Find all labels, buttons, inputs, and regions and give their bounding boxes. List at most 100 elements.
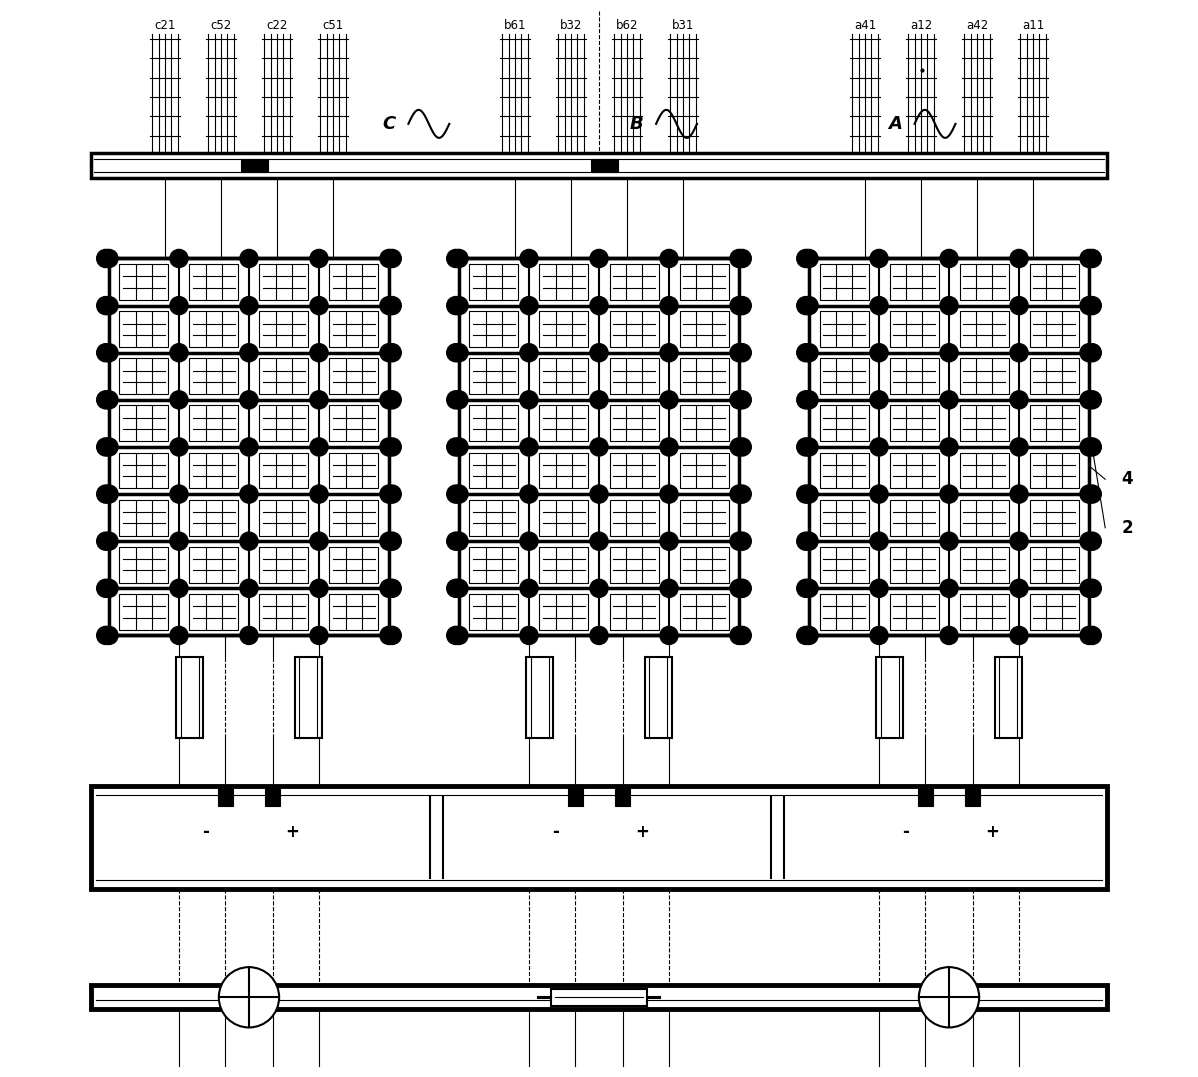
Bar <box>329 406 379 442</box>
Bar <box>176 657 204 738</box>
Bar <box>470 359 519 394</box>
Bar <box>120 595 169 630</box>
Circle shape <box>99 485 119 503</box>
Bar <box>189 359 238 394</box>
Bar <box>679 406 728 442</box>
Circle shape <box>170 579 188 598</box>
Circle shape <box>99 344 119 362</box>
Bar <box>1029 547 1078 583</box>
Circle shape <box>1083 391 1101 409</box>
Circle shape <box>1079 391 1099 409</box>
Text: B: B <box>630 115 643 132</box>
Circle shape <box>240 250 258 267</box>
Bar <box>459 258 739 635</box>
Bar <box>539 500 588 535</box>
Circle shape <box>310 485 328 503</box>
Circle shape <box>240 344 258 362</box>
Bar <box>218 788 232 806</box>
Circle shape <box>730 485 748 503</box>
Text: C: C <box>382 115 395 132</box>
Circle shape <box>800 579 818 598</box>
Circle shape <box>99 579 119 598</box>
Circle shape <box>733 250 751 267</box>
Bar <box>329 359 379 394</box>
Bar <box>960 452 1009 489</box>
Circle shape <box>730 438 748 456</box>
Bar <box>539 406 588 442</box>
Circle shape <box>447 485 465 503</box>
Bar <box>819 547 869 583</box>
Text: b62: b62 <box>616 19 639 32</box>
Bar <box>120 311 169 347</box>
Bar <box>329 547 379 583</box>
Circle shape <box>520 579 538 598</box>
Circle shape <box>450 391 468 409</box>
Bar <box>1029 500 1078 535</box>
Circle shape <box>450 438 468 456</box>
Circle shape <box>800 344 818 362</box>
Circle shape <box>589 250 609 267</box>
Circle shape <box>1083 579 1101 598</box>
Circle shape <box>797 627 815 644</box>
Circle shape <box>660 296 678 314</box>
Bar <box>260 264 308 299</box>
Circle shape <box>450 627 468 644</box>
Bar <box>470 595 519 630</box>
Bar <box>819 311 869 347</box>
Circle shape <box>170 532 188 550</box>
Circle shape <box>1010 627 1028 644</box>
Bar <box>470 264 519 299</box>
Circle shape <box>240 296 258 314</box>
Circle shape <box>450 485 468 503</box>
Circle shape <box>940 579 958 598</box>
Text: -: - <box>902 823 909 841</box>
Circle shape <box>520 391 538 409</box>
Circle shape <box>240 485 258 503</box>
Circle shape <box>383 344 401 362</box>
Circle shape <box>797 532 815 550</box>
Circle shape <box>800 250 818 267</box>
Circle shape <box>1083 438 1101 456</box>
Bar <box>470 406 519 442</box>
Bar <box>470 311 519 347</box>
Bar <box>265 788 280 806</box>
Bar <box>960 547 1009 583</box>
Bar <box>1029 595 1078 630</box>
Circle shape <box>99 627 119 644</box>
Bar <box>120 547 169 583</box>
Bar <box>1029 406 1078 442</box>
Text: b61: b61 <box>503 19 526 32</box>
Bar <box>615 788 630 806</box>
Circle shape <box>660 579 678 598</box>
Circle shape <box>660 438 678 456</box>
Circle shape <box>99 438 119 456</box>
Circle shape <box>310 391 328 409</box>
Bar <box>91 153 1107 178</box>
Text: +: + <box>985 823 999 841</box>
Circle shape <box>240 579 258 598</box>
Circle shape <box>520 532 538 550</box>
Circle shape <box>1079 296 1099 314</box>
Circle shape <box>730 579 748 598</box>
Circle shape <box>870 627 888 644</box>
Circle shape <box>797 250 815 267</box>
Circle shape <box>447 250 465 267</box>
Circle shape <box>1079 579 1099 598</box>
Bar <box>890 311 938 347</box>
Circle shape <box>660 485 678 503</box>
Circle shape <box>170 344 188 362</box>
Bar <box>260 359 308 394</box>
Bar <box>890 547 938 583</box>
Circle shape <box>380 296 398 314</box>
Text: c22: c22 <box>266 19 288 32</box>
Circle shape <box>447 296 465 314</box>
Circle shape <box>380 250 398 267</box>
Circle shape <box>870 344 888 362</box>
Bar <box>539 452 588 489</box>
Bar <box>470 547 519 583</box>
Bar <box>539 595 588 630</box>
Circle shape <box>520 296 538 314</box>
Bar <box>819 500 869 535</box>
Circle shape <box>797 438 815 456</box>
Circle shape <box>170 438 188 456</box>
